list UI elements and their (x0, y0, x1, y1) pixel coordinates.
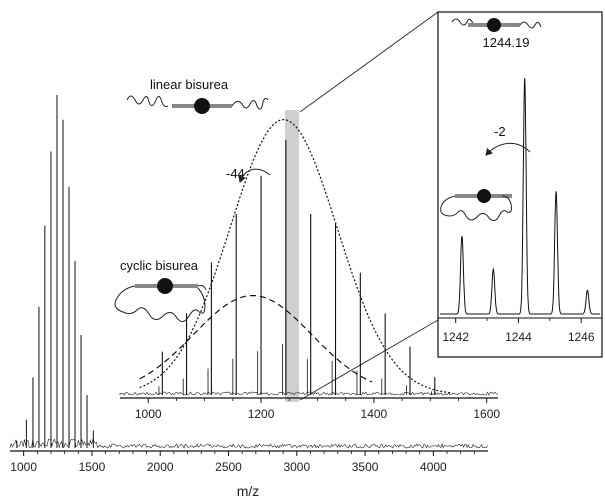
inset-panel: 1242 1244 1246 1244.19 -2 (437, 11, 603, 358)
mid-x-tick-label: 1200 (248, 407, 275, 421)
inset-x-tick-label: 1246 (568, 330, 595, 344)
cyclic-bisurea-envelope (139, 295, 373, 383)
mid-zoom-panel: 1000 1200 1400 1600 linear bisurea cyclic b… (114, 77, 500, 421)
main-x-tick-label: 3500 (352, 460, 379, 474)
mid-zoom-peaks (119, 140, 499, 396)
inset-cyclic-icon (440, 189, 512, 222)
main-x-axis-title: m/z (237, 483, 260, 499)
inset-frame (437, 11, 603, 358)
inset-x-ticks: 1242 1244 1246 (442, 318, 595, 344)
cyclic-bisurea-label: cyclic bisurea (120, 258, 199, 273)
linear-bisurea-icon (126, 95, 269, 114)
linear-bisurea-label: linear bisurea (150, 77, 229, 92)
main-spectrum-panel: 1000 1500 2000 2500 3000 3500 4000 m/z (9, 95, 488, 499)
inset-x-tick-label: 1244 (505, 330, 532, 344)
main-x-tick-label: 1500 (79, 460, 106, 474)
mid-baseline-noise (119, 391, 499, 396)
linear-bisurea-envelope (139, 118, 452, 394)
main-x-tick-label: 2000 (147, 460, 174, 474)
highlight-band (285, 110, 299, 402)
mid-x-tick-label: 1600 (473, 407, 500, 421)
main-noise-trace (9, 438, 488, 449)
shift-label-2: -2 (494, 124, 506, 139)
zoom-callout-line-top (299, 11, 439, 113)
cyclic-bisurea-icon (114, 278, 207, 322)
shift-label-44: -44 (226, 166, 245, 181)
mid-x-tick-label: 1400 (361, 407, 388, 421)
zoom-callout-line-bottom (299, 319, 439, 401)
inset-x-tick-label: 1242 (442, 330, 469, 344)
main-x-tick-label: 3000 (283, 460, 310, 474)
shift-arrow-44 (238, 168, 271, 183)
main-x-tick-label: 2500 (215, 460, 242, 474)
main-baseline-noise (9, 438, 488, 449)
main-x-tick-label: 1000 (10, 460, 37, 474)
main-x-ticks: 1000 1500 2000 2500 3000 3500 4000 (10, 451, 475, 474)
mid-x-tick-label: 1000 (135, 407, 162, 421)
main-peaks (16, 95, 94, 448)
main-x-tick-label: 4000 (420, 460, 447, 474)
inset-trace (440, 77, 600, 315)
inset-peak-label: 1244.19 (483, 35, 530, 50)
inset-linear-icon (451, 18, 542, 32)
shift-arrow-2 (485, 142, 531, 156)
mid-x-ticks: 1000 1200 1400 1600 (135, 398, 500, 421)
